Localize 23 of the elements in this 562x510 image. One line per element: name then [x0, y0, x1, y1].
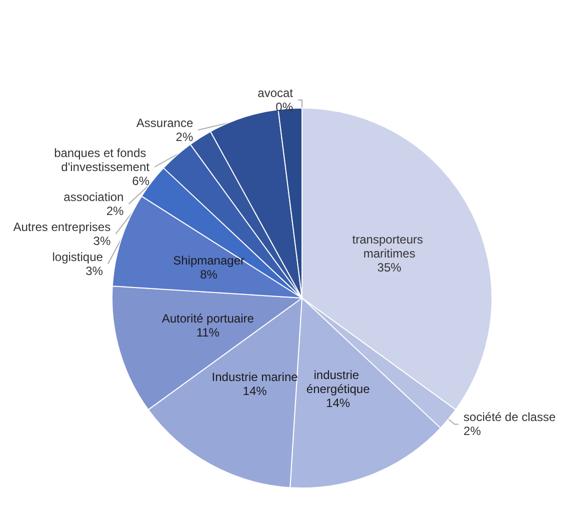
data-label: 6%: [132, 174, 150, 188]
data-label: 35%: [377, 260, 402, 275]
slice-label: société de classe: [464, 410, 556, 424]
slice-label: industrie énergétique: [306, 368, 370, 396]
slice-label: Shipmanager: [173, 254, 244, 268]
slice-label: banques et fonds d'investissement: [54, 146, 150, 174]
data-label: 11%: [196, 325, 220, 340]
category-label: avocat: [258, 86, 293, 100]
slice-label: association: [64, 190, 124, 204]
data-label: 8%: [200, 268, 218, 282]
slice-label: Autorité portuaire: [162, 311, 254, 326]
data-label: 2%: [176, 130, 194, 144]
slice-label: Autres entreprises: [13, 220, 111, 234]
data-label: 14%: [242, 384, 268, 398]
data-label: 2%: [106, 204, 124, 218]
slice-label: Industrie marine: [212, 370, 298, 384]
slice-label: transporteurs maritimes: [352, 232, 426, 261]
data-label: 3%: [86, 264, 104, 278]
data-label: 2%: [464, 424, 482, 438]
data-label: 14%: [326, 396, 350, 410]
data-label: 3%: [93, 234, 111, 248]
slice-label: logistique: [52, 250, 104, 264]
slice-label: Assurance: [136, 116, 194, 130]
